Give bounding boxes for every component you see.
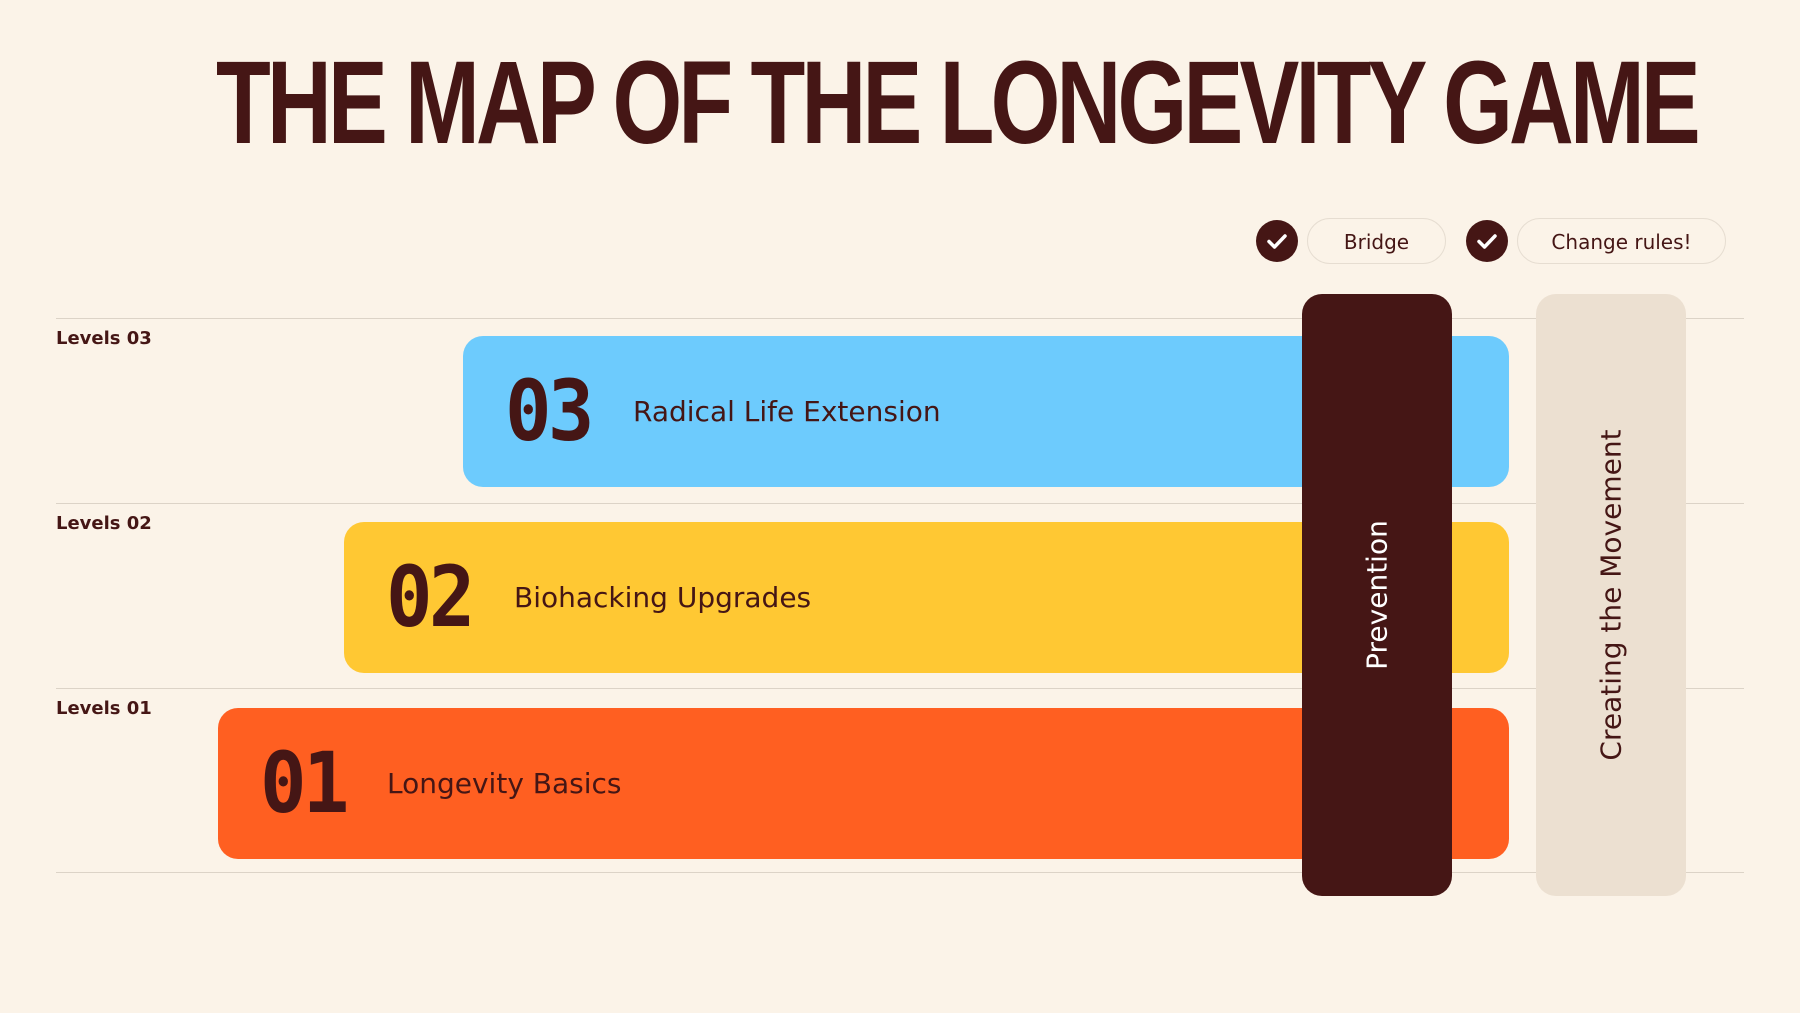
level-03-label: Levels 03 [56, 328, 152, 349]
prevention-column: Prevention [1302, 294, 1452, 896]
change-rules-check-icon [1466, 220, 1508, 262]
divider-level-02 [56, 503, 1744, 504]
bridge-check-icon [1256, 220, 1298, 262]
prevention-label: Prevention [1360, 520, 1394, 670]
creating-the-movement-column: Creating the Movement [1536, 294, 1686, 896]
divider-level-01 [56, 688, 1744, 689]
level-01-bar: 01 Longevity Basics [218, 708, 1509, 859]
page-title: THE MAP OF THE LONGEVITY GAME [216, 37, 1701, 169]
divider-top [56, 318, 1744, 319]
level-02-label: Levels 02 [56, 513, 152, 534]
level-03-number: 03 [505, 362, 594, 460]
creating-the-movement-label: Creating the Movement [1594, 429, 1628, 761]
change-rules-pill: Change rules! [1517, 218, 1726, 264]
level-02-name: Biohacking Upgrades [514, 581, 812, 614]
divider-bottom [56, 872, 1744, 873]
level-01-label: Levels 01 [56, 698, 152, 719]
level-01-number: 01 [260, 734, 349, 832]
bridge-pill: Bridge [1307, 218, 1446, 264]
level-03-name: Radical Life Extension [633, 395, 941, 428]
level-02-number: 02 [386, 548, 475, 646]
level-01-name: Longevity Basics [387, 767, 622, 800]
